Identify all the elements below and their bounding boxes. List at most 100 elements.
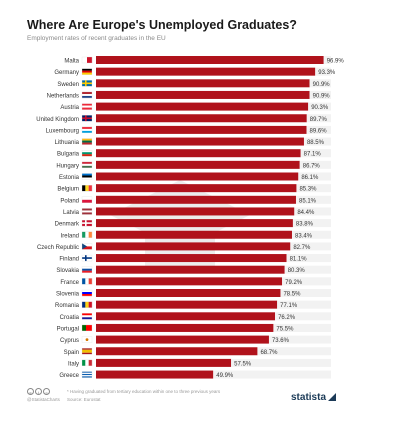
bar-track <box>282 277 331 286</box>
category-label: Lithuania <box>55 140 80 146</box>
category-label: Cyprus <box>60 338 79 344</box>
value-label: 80.3% <box>288 268 306 274</box>
category-label: Luxembourg <box>46 128 79 134</box>
value-label: 90.9% <box>313 93 331 99</box>
slovakia-flag-icon <box>81 266 93 273</box>
chart-row: France 79.2% <box>60 277 331 286</box>
category-label: Denmark <box>55 222 80 228</box>
category-label: Ireland <box>61 233 79 239</box>
category-label: Hungary <box>56 163 79 169</box>
bar <box>96 358 232 367</box>
value-label: 88.5% <box>307 140 325 146</box>
bar-track <box>284 265 331 274</box>
bar <box>96 289 281 297</box>
bar-track <box>292 219 331 228</box>
chart-row: Spain 68.7% <box>64 347 331 356</box>
chart-row: Denmark 83.8% <box>55 219 331 228</box>
bar-track <box>277 300 331 309</box>
category-label: France <box>60 280 79 286</box>
bar <box>96 67 316 76</box>
ireland-flag-icon <box>81 231 93 238</box>
cc-icon: c <box>27 388 34 395</box>
bar <box>96 370 214 379</box>
chart-row: Bulgaria 87.1% <box>57 149 331 158</box>
austria-flag-icon <box>81 103 93 110</box>
cyprus-flag-icon <box>81 336 93 343</box>
france-flag-icon <box>81 278 93 285</box>
bar-track <box>290 242 331 251</box>
bar <box>96 125 307 134</box>
bar-track <box>275 312 331 321</box>
value-label: 78.5% <box>283 292 301 298</box>
chart-row: Croatia 76.2% <box>60 312 331 321</box>
netherlands-flag-icon <box>81 91 93 99</box>
value-label: 89.7% <box>310 117 328 123</box>
croatia-flag-icon <box>81 313 93 320</box>
bar-track <box>299 160 331 169</box>
bulgaria-flag-icon <box>81 150 93 157</box>
bar-track <box>295 195 331 204</box>
bar-track <box>309 79 331 88</box>
bar <box>96 195 296 204</box>
statista-logo: statista <box>291 392 337 403</box>
bar <box>96 277 283 286</box>
bar <box>96 56 324 64</box>
finland-flag-icon <box>81 254 93 262</box>
value-label: 86.7% <box>303 163 321 169</box>
value-label: 87.1% <box>304 152 322 158</box>
estonia-flag-icon <box>81 173 93 180</box>
value-label: 85.1% <box>299 198 317 204</box>
chart-row: Ireland 83.4% <box>61 230 331 239</box>
bar-track <box>315 67 331 76</box>
bar-track <box>268 335 331 344</box>
value-label: 89.6% <box>310 128 328 134</box>
footnote: * Having graduated from tertiary educati… <box>67 389 221 394</box>
bar <box>96 230 292 239</box>
value-label: 57.5% <box>234 361 252 367</box>
bar <box>96 347 258 356</box>
category-label: Belgium <box>57 187 79 193</box>
category-label: Netherlands <box>47 93 79 99</box>
category-label: Bulgaria <box>57 152 80 158</box>
value-label: 79.2% <box>285 280 303 286</box>
chart-title: Where Are Europe's Unemployed Graduates? <box>27 18 297 32</box>
bar-track <box>298 172 331 181</box>
bar-track <box>273 323 331 332</box>
category-label: Romania <box>55 303 80 309</box>
category-label: Austria <box>60 105 79 111</box>
bar <box>96 219 293 228</box>
bar <box>96 323 274 332</box>
category-label: Latvia <box>63 210 80 216</box>
category-label: Germany <box>54 70 79 76</box>
category-label: Spain <box>64 350 79 356</box>
chart-row: Sweden 90.9% <box>57 79 331 88</box>
hungary-flag-icon <box>81 161 93 169</box>
category-label: United Kingdom <box>36 117 79 123</box>
chart-row: Czech Republic 82.7% <box>37 242 331 251</box>
belgium-flag-icon <box>81 184 93 192</box>
chart-row: Slovenia 78.5% <box>56 289 331 298</box>
chart-row: Netherlands 90.9% <box>47 90 331 99</box>
greece-flag-icon <box>81 371 93 378</box>
bar <box>96 242 291 251</box>
chart-row: Portugal 75.5% <box>57 323 331 332</box>
category-label: Czech Republic <box>37 245 79 251</box>
latvia-flag-icon <box>81 208 93 215</box>
bar-track <box>306 114 331 123</box>
malta-flag-icon <box>81 56 93 64</box>
lithuania-flag-icon <box>81 138 93 145</box>
bar <box>96 184 297 193</box>
bar-track <box>291 230 331 239</box>
romania-flag-icon <box>81 301 93 308</box>
value-label: 83.4% <box>295 233 313 239</box>
chart-row: Italy 57.5% <box>68 358 331 367</box>
value-label: 90.9% <box>313 82 331 88</box>
chart-row: Hungary 86.7% <box>56 160 331 169</box>
credit-handle: @StatistaCharts <box>27 397 60 402</box>
category-label: Finland <box>59 257 79 263</box>
value-label: 68.7% <box>260 350 278 356</box>
chart-row: Estonia 86.1% <box>59 172 331 181</box>
chart-row: Latvia 84.4% <box>63 207 331 216</box>
category-label: Slovakia <box>56 268 79 274</box>
